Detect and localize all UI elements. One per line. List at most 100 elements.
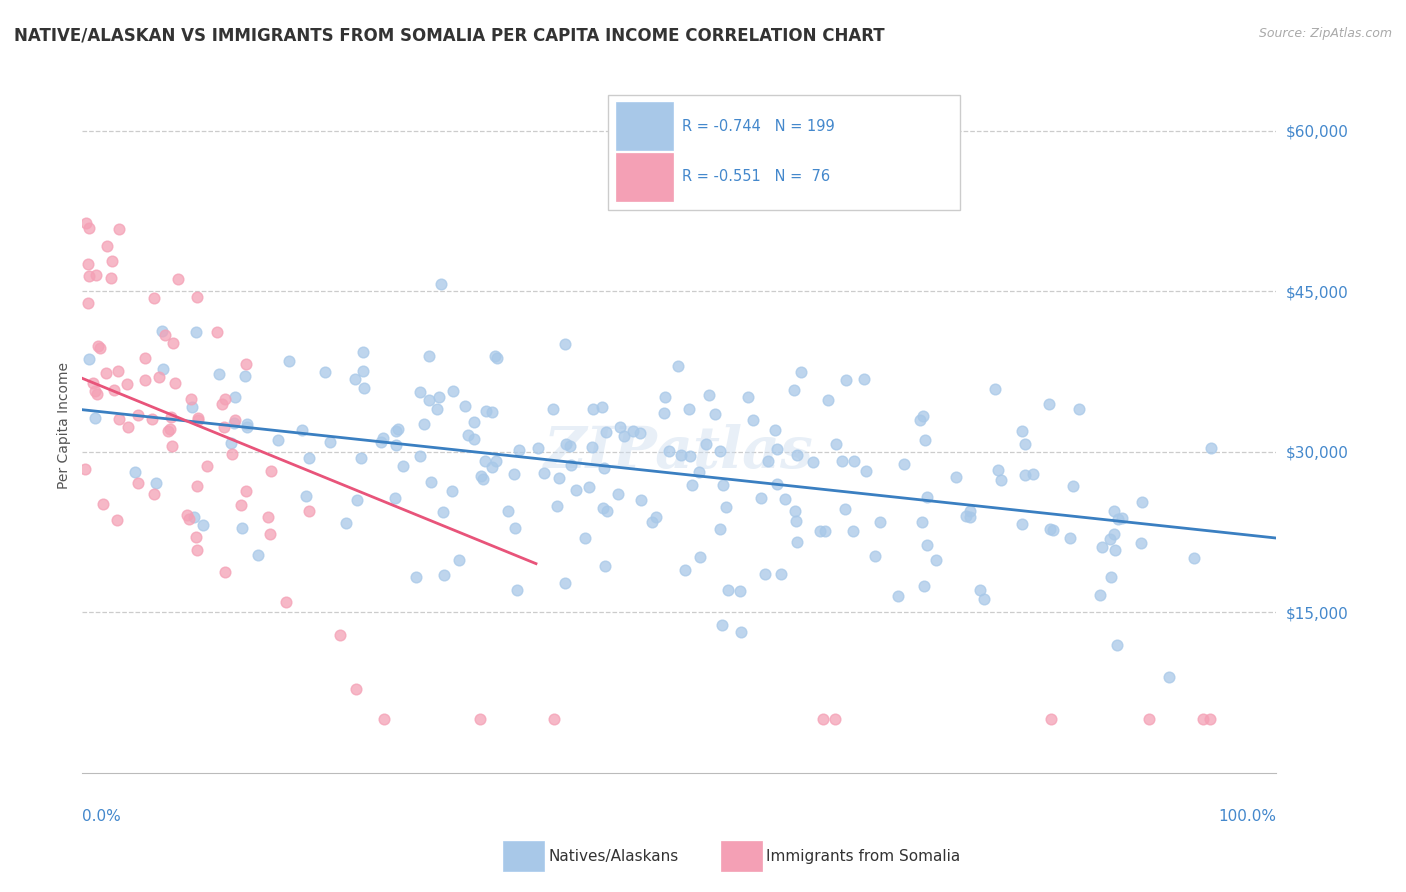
Point [1182,551,1205,566]
Point [915,538,938,552]
Point [101,254,124,268]
Point [613,429,636,443]
Point [1191,713,1213,727]
Point [454,400,477,414]
Point [75,216,97,230]
Point [484,350,506,364]
Point [143,487,166,501]
Point [335,516,357,530]
Point [1129,535,1152,549]
Point [831,453,853,467]
Point [470,713,492,727]
Point [558,439,581,453]
Text: NATIVE/ALASKAN VS IMMIGRANTS FROM SOMALIA PER CAPITA INCOME CORRELATION CHART: NATIVE/ALASKAN VS IMMIGRANTS FROM SOMALI… [14,27,884,45]
Point [863,549,886,563]
Point [186,478,208,492]
Point [259,526,281,541]
Point [481,405,503,419]
Point [607,487,630,501]
Point [766,442,789,456]
Point [855,464,877,478]
Point [737,390,759,404]
Point [641,515,664,529]
Text: 0.0%: 0.0% [83,809,121,824]
Point [370,434,392,449]
Point [503,521,526,535]
Point [506,583,529,598]
Point [184,530,207,544]
Point [236,420,259,434]
Point [621,424,644,438]
Point [592,500,614,515]
Point [211,397,233,411]
Point [124,465,146,479]
Point [82,376,104,390]
Point [1104,543,1126,558]
Point [681,477,703,491]
Point [925,553,948,567]
Point [115,377,138,392]
Point [554,437,576,451]
Point [314,365,336,379]
Point [77,351,100,366]
Point [485,351,508,366]
Point [1014,467,1036,482]
Point [1039,713,1062,727]
Point [344,681,367,696]
Point [945,469,967,483]
Point [233,369,256,384]
Point [195,458,218,473]
Point [373,431,395,445]
Point [409,449,432,463]
Point [503,467,526,481]
Point [449,553,471,567]
FancyBboxPatch shape [607,95,960,210]
Point [769,567,792,582]
Point [145,475,167,490]
Point [560,458,582,472]
Point [221,447,243,461]
Point [973,591,995,606]
Point [728,584,751,599]
Point [565,483,588,497]
Point [688,465,710,479]
Point [824,713,846,727]
FancyBboxPatch shape [616,153,673,202]
Point [596,504,619,518]
Point [1111,511,1133,525]
Point [630,492,652,507]
Point [908,413,931,427]
Point [352,345,374,359]
Point [695,437,717,451]
Point [711,477,734,491]
Point [673,563,696,577]
Point [409,385,432,400]
Text: Natives/Alaskans: Natives/Alaskans [548,849,679,863]
Point [824,436,846,450]
Point [150,324,173,338]
Point [160,410,183,425]
Point [117,419,139,434]
Point [176,508,198,523]
Point [817,392,839,407]
Point [186,291,208,305]
Point [384,491,406,505]
Point [1091,541,1114,555]
Point [430,277,453,292]
Point [766,477,789,491]
Point [1098,532,1121,546]
Point [628,425,651,440]
Point [853,371,876,385]
FancyBboxPatch shape [616,102,673,151]
Point [219,435,242,450]
Point [987,463,1010,477]
Point [181,401,204,415]
Point [235,483,257,498]
Point [235,357,257,371]
Point [208,368,231,382]
Point [915,491,938,505]
Point [546,499,568,513]
Point [1099,570,1122,584]
Point [814,524,837,538]
Point [842,454,865,468]
